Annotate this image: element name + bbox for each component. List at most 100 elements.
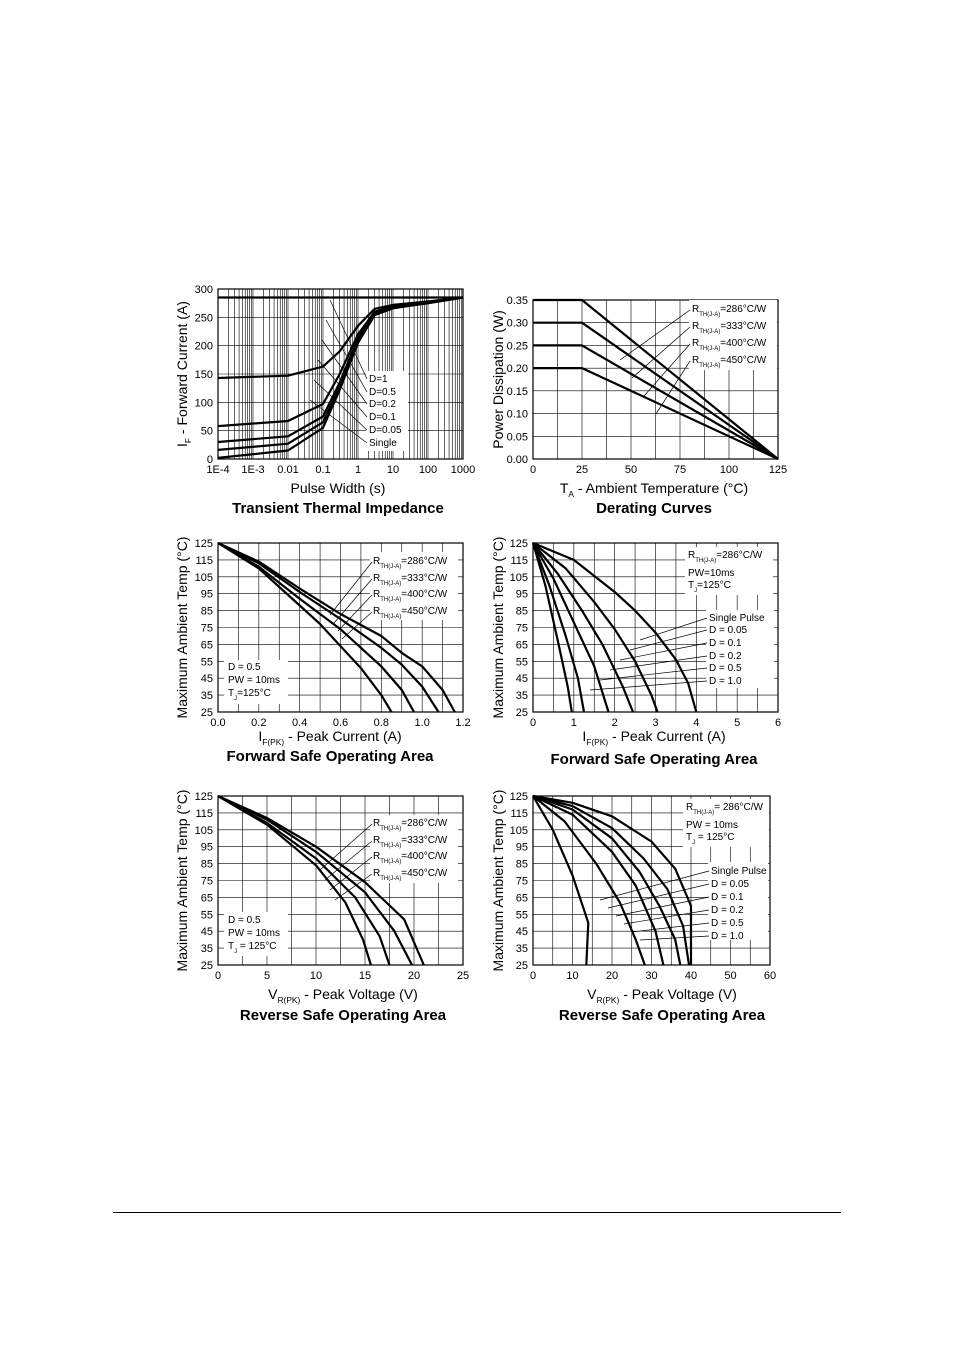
y-tick-label: 200	[195, 341, 213, 353]
x-tick-label: 25	[576, 464, 588, 476]
y-tick-label: 95	[201, 842, 213, 854]
x-tick-label: 1000	[451, 464, 475, 476]
legend-label: RTH(J-A)=450°C/W	[373, 868, 448, 882]
x-tick-label: 5	[264, 970, 270, 982]
annotation-label: D=1	[369, 374, 388, 385]
x-tick-label: 40	[685, 970, 697, 982]
y-tick-label: 125	[510, 538, 528, 550]
series-group	[217, 794, 425, 966]
x-tick-label: 50	[625, 464, 637, 476]
legend-label: D = 0.2	[709, 651, 742, 662]
leader-line	[329, 299, 368, 380]
legend-label: RTH(J-A)=286°C/W	[373, 556, 448, 570]
series-line-3	[533, 344, 779, 460]
condition-label: PW=10ms	[688, 568, 734, 579]
series-line-3	[532, 794, 682, 966]
leader-line	[607, 883, 710, 909]
chart-1: 1E-4 1E-3 0.01 0.1 1 10 100 1000 0 50 100 150 200 250…	[174, 284, 475, 517]
series-line-2	[217, 542, 440, 713]
annotation-label: D=0.05	[369, 425, 402, 436]
legend-label: D = 0.1	[711, 892, 744, 903]
y-tick-label: 25	[201, 960, 213, 972]
series-line-3	[217, 542, 415, 713]
leader-line	[631, 922, 710, 933]
x-tick-label: 20	[408, 970, 420, 982]
y-axis-label-group: Maximum Ambient Temp (°C)	[174, 537, 190, 719]
x-tick-label: 0.8	[374, 717, 389, 729]
leader-line	[334, 873, 373, 901]
series-line-5	[532, 795, 646, 966]
y-tick-label: 105	[195, 825, 213, 837]
y-tick-label: 75	[516, 623, 528, 635]
x-tick-label: 15	[359, 970, 371, 982]
series-group	[533, 298, 779, 460]
condition-label: D = 0.5	[228, 662, 261, 673]
y-tick-label: 0	[207, 454, 213, 466]
y-axis-label: Maximum Ambient Temp (°C)	[490, 790, 506, 972]
y-tick-label: 25	[201, 707, 213, 719]
y-tick-label: 55	[516, 909, 528, 921]
legend-label: D = 0.05	[711, 879, 750, 890]
series-line-4	[532, 542, 610, 713]
leader-line	[609, 655, 708, 671]
y-tick-label: 55	[201, 909, 213, 921]
series-line-5	[531, 542, 586, 713]
series-line-6	[531, 542, 573, 713]
y-tick-label: 100	[195, 397, 213, 409]
footer-rule	[113, 1212, 841, 1213]
annotation-label: D=0.2	[369, 399, 396, 410]
y-tick-label: 65	[516, 639, 528, 651]
series-line-1	[532, 541, 698, 713]
y-tick-label: 85	[516, 859, 528, 871]
chart-caption: Forward Safe Operating Area	[551, 751, 759, 768]
y-tick-label: 115	[195, 808, 213, 820]
x-axis-label: VR(PK) - Peak Voltage (V)	[268, 986, 418, 1005]
y-tick-label: 45	[201, 673, 213, 685]
series-line-1	[533, 298, 779, 460]
annotation-label: Single	[369, 438, 397, 449]
y-axis-label-group: Maximum Ambient Temp (°C)	[490, 537, 506, 719]
y-tick-label: 0.00	[507, 454, 528, 466]
plot-frame	[217, 795, 464, 966]
legend-label: D = 0.05	[709, 625, 748, 636]
x-tick-label: 5	[734, 717, 740, 729]
legend-label: RTH(J-A)=400°C/W	[373, 851, 448, 865]
x-tick-label: 125	[769, 464, 787, 476]
y-axis-label: Power Dissipation (W)	[490, 310, 506, 448]
y-tick-label: 45	[516, 926, 528, 938]
y-tick-label: 0.20	[507, 363, 528, 375]
y-axis-label: IF - Forward Current (A)	[174, 301, 193, 447]
y-tick-label: 85	[201, 606, 213, 618]
leader-line	[317, 359, 368, 418]
x-tick-label: 0.01	[277, 464, 298, 476]
x-tick-label: 0.2	[251, 717, 266, 729]
x-tick-label: 50	[724, 970, 736, 982]
plot-frame	[217, 542, 464, 713]
x-axis-label: IF(PK) - Peak Current (A)	[258, 728, 401, 747]
leader-line	[313, 379, 368, 431]
annotation-label: D=0.1	[369, 412, 396, 423]
x-tick-label: 60	[764, 970, 776, 982]
y-tick-label: 50	[201, 426, 213, 438]
condition-label: PW = 10ms	[686, 820, 738, 831]
y-tick-label: 105	[510, 825, 528, 837]
leader-line	[643, 343, 691, 397]
legend-label: RTH(J-A)=286°C/W	[373, 818, 448, 832]
y-tick-label: 35	[516, 943, 528, 955]
x-axis-label: IF(PK) - Peak Current (A)	[582, 728, 725, 747]
x-tick-label: 6	[775, 717, 781, 729]
series-line-1	[532, 794, 693, 965]
conditions-box	[224, 912, 288, 956]
leader-line	[337, 594, 373, 632]
y-tick-label: 85	[516, 606, 528, 618]
y-tick-label: 0.25	[507, 340, 528, 352]
x-tick-label: 100	[419, 464, 437, 476]
leader-line	[321, 339, 368, 405]
x-tick-label: 1	[571, 717, 577, 729]
y-tick-label: 125	[195, 538, 213, 550]
condition-label: RTH(J-A)=286°C/W	[688, 550, 763, 564]
leader-line	[333, 578, 373, 624]
y-tick-label: 75	[201, 623, 213, 635]
